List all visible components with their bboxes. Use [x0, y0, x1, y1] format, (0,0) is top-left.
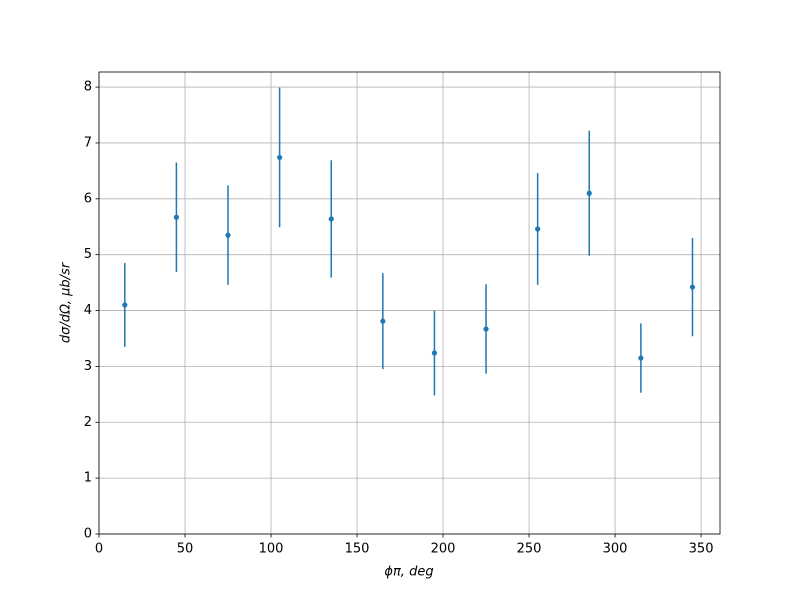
data-point [483, 326, 489, 332]
y-tick-label: 8 [84, 80, 92, 95]
data-point [225, 232, 231, 238]
x-tick-label: 0 [95, 542, 103, 557]
data-point [586, 190, 592, 196]
data-point [535, 226, 541, 232]
y-tick-label: 3 [84, 359, 92, 374]
data-point [380, 318, 386, 324]
data-point [638, 355, 644, 361]
x-tick-label: 50 [177, 542, 194, 557]
x-tick-label: 150 [345, 542, 370, 557]
y-tick-label: 1 [84, 471, 92, 486]
x-tick-label: 250 [517, 542, 542, 557]
y-tick-label: 5 [84, 247, 92, 262]
x-tick-label: 200 [431, 542, 456, 557]
data-point [689, 284, 696, 290]
y-tick-label: 7 [84, 135, 92, 150]
data-point [122, 302, 128, 308]
x-tick-label: 100 [259, 542, 284, 557]
x-tick-label: 300 [603, 542, 628, 557]
y-tick-label: 6 [84, 191, 92, 206]
data-point [328, 216, 334, 222]
x-tick-label: 350 [689, 542, 714, 557]
plot-frame [98, 71, 721, 535]
data-point [173, 214, 180, 220]
data-point [277, 154, 283, 161]
x-axis-label: ϕπ, deg [384, 565, 433, 580]
data-point [431, 350, 438, 356]
y-tick-label: 4 [84, 303, 92, 318]
y-tick-label: 2 [84, 415, 92, 430]
y-tick-label: 0 [84, 527, 92, 542]
y-axis-label: dσ/dΩ, μb/sr [59, 261, 74, 343]
